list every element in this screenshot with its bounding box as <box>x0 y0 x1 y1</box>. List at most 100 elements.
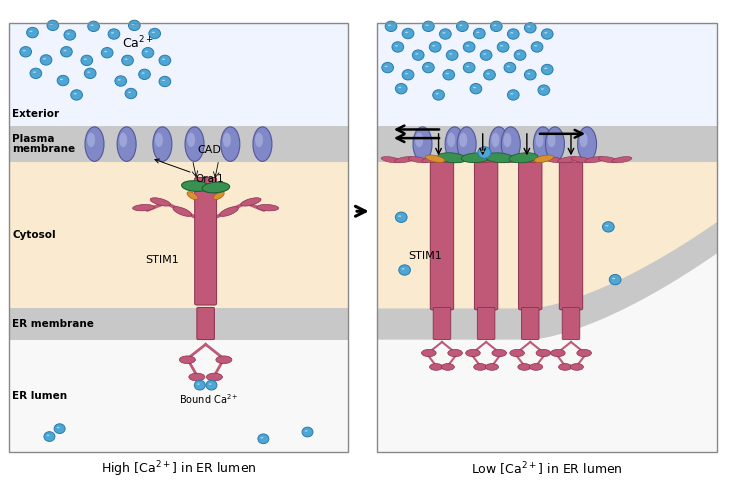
Ellipse shape <box>57 75 69 85</box>
Ellipse shape <box>398 215 402 217</box>
Ellipse shape <box>392 42 404 52</box>
Ellipse shape <box>465 349 480 356</box>
Ellipse shape <box>492 349 507 356</box>
Ellipse shape <box>133 204 155 211</box>
Ellipse shape <box>490 21 502 31</box>
Ellipse shape <box>408 156 428 163</box>
Ellipse shape <box>603 222 614 232</box>
Ellipse shape <box>394 156 415 163</box>
Bar <box>9 23 348 452</box>
Ellipse shape <box>395 45 398 46</box>
Ellipse shape <box>448 349 463 356</box>
Ellipse shape <box>534 45 537 46</box>
Ellipse shape <box>541 88 544 90</box>
Ellipse shape <box>504 133 512 147</box>
Ellipse shape <box>538 85 550 95</box>
Ellipse shape <box>481 150 485 152</box>
Ellipse shape <box>421 349 436 356</box>
Ellipse shape <box>473 87 476 88</box>
Ellipse shape <box>510 349 524 356</box>
Text: STIM1: STIM1 <box>145 256 179 266</box>
Ellipse shape <box>50 24 53 25</box>
Ellipse shape <box>570 364 583 370</box>
Text: Orai1: Orai1 <box>155 159 224 184</box>
Ellipse shape <box>61 46 73 57</box>
Ellipse shape <box>457 127 476 161</box>
Ellipse shape <box>88 21 100 31</box>
FancyBboxPatch shape <box>562 308 580 340</box>
Ellipse shape <box>23 50 26 51</box>
Ellipse shape <box>162 80 165 81</box>
Ellipse shape <box>491 133 499 147</box>
Ellipse shape <box>119 133 128 147</box>
Ellipse shape <box>550 349 565 356</box>
Ellipse shape <box>440 29 452 39</box>
Ellipse shape <box>73 93 77 95</box>
Ellipse shape <box>463 62 475 73</box>
Ellipse shape <box>117 127 136 161</box>
Ellipse shape <box>54 424 65 434</box>
Ellipse shape <box>609 274 621 285</box>
Ellipse shape <box>194 380 205 390</box>
Ellipse shape <box>402 268 405 270</box>
Ellipse shape <box>63 50 67 51</box>
Ellipse shape <box>40 55 52 65</box>
Ellipse shape <box>425 25 429 26</box>
Ellipse shape <box>483 53 486 55</box>
Ellipse shape <box>466 45 469 46</box>
Ellipse shape <box>497 42 509 52</box>
Ellipse shape <box>422 21 434 31</box>
Ellipse shape <box>463 156 482 163</box>
Ellipse shape <box>213 192 224 199</box>
Ellipse shape <box>490 156 509 163</box>
Ellipse shape <box>150 198 171 206</box>
FancyBboxPatch shape <box>521 308 539 340</box>
Ellipse shape <box>395 212 407 223</box>
Ellipse shape <box>415 133 423 147</box>
Ellipse shape <box>457 21 468 31</box>
Text: Low [Ca$^{2+}$] in ER lumen: Low [Ca$^{2+}$] in ER lumen <box>471 460 623 478</box>
Ellipse shape <box>446 73 449 74</box>
Bar <box>9 23 348 126</box>
Ellipse shape <box>402 70 414 80</box>
Ellipse shape <box>524 23 536 33</box>
Ellipse shape <box>536 133 543 147</box>
FancyBboxPatch shape <box>433 308 451 340</box>
Ellipse shape <box>141 72 144 74</box>
Ellipse shape <box>507 66 510 67</box>
Ellipse shape <box>580 133 588 147</box>
Ellipse shape <box>527 73 531 74</box>
Ellipse shape <box>260 437 263 439</box>
Text: High [Ca$^{2+}$] in ER lumen: High [Ca$^{2+}$] in ER lumen <box>100 459 257 479</box>
Ellipse shape <box>425 155 445 162</box>
Ellipse shape <box>493 25 496 26</box>
Ellipse shape <box>422 62 434 73</box>
Ellipse shape <box>517 364 531 370</box>
Ellipse shape <box>474 28 485 39</box>
Ellipse shape <box>460 133 467 147</box>
Ellipse shape <box>64 30 75 40</box>
Ellipse shape <box>206 380 217 390</box>
Ellipse shape <box>517 156 537 163</box>
Ellipse shape <box>432 90 444 100</box>
Ellipse shape <box>159 76 171 86</box>
Ellipse shape <box>484 70 496 80</box>
Ellipse shape <box>395 84 407 94</box>
Ellipse shape <box>207 373 222 381</box>
Ellipse shape <box>507 90 519 100</box>
Ellipse shape <box>605 225 608 227</box>
Ellipse shape <box>125 58 128 60</box>
Ellipse shape <box>515 50 526 60</box>
Text: ER lumen: ER lumen <box>12 391 67 401</box>
Ellipse shape <box>585 156 605 163</box>
Ellipse shape <box>101 47 113 58</box>
Ellipse shape <box>152 32 155 33</box>
Ellipse shape <box>381 156 401 163</box>
Ellipse shape <box>90 25 94 26</box>
Ellipse shape <box>87 71 90 73</box>
Ellipse shape <box>253 127 272 161</box>
Ellipse shape <box>559 364 572 370</box>
Ellipse shape <box>108 29 119 39</box>
Text: Ca$^{2+}$: Ca$^{2+}$ <box>122 35 154 51</box>
Ellipse shape <box>30 68 42 79</box>
